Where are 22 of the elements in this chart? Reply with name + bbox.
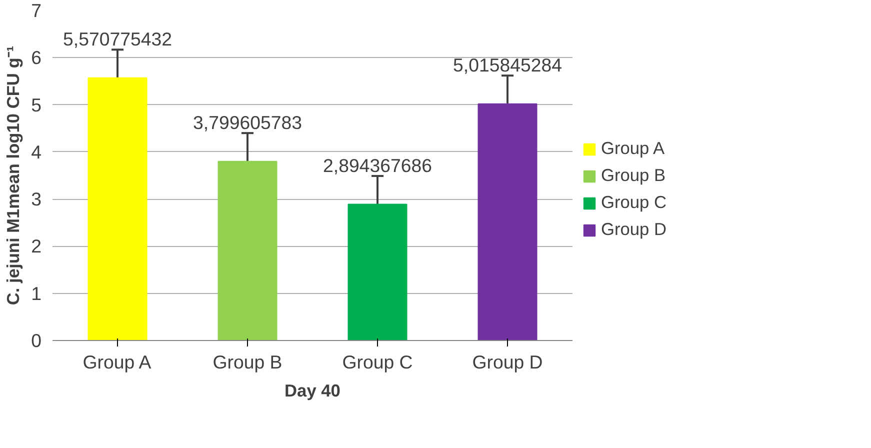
- legend-label: Group D: [601, 219, 666, 240]
- x-axis-title: Day 40: [284, 380, 340, 400]
- y-tick-label: 4: [31, 141, 42, 162]
- y-tick-label: 7: [31, 0, 42, 21]
- y-tick-label: 3: [31, 188, 42, 210]
- data-label: 5,015845284: [453, 54, 562, 76]
- x-tick-label: Group B: [212, 352, 282, 372]
- y-tick-label: 1: [31, 282, 42, 304]
- y-axis-title: C. jejuni M1mean log10 CFU g⁻¹: [3, 46, 24, 306]
- legend-label: Group C: [601, 192, 666, 213]
- data-label: 5,570775432: [63, 28, 172, 50]
- y-tick-label: 6: [31, 47, 42, 68]
- data-label: 2,894367686: [323, 154, 432, 176]
- x-tick-label: Group C: [342, 352, 413, 372]
- legend-label: Group A: [601, 138, 665, 159]
- legend-label: Group B: [601, 165, 666, 186]
- x-tick-label: Group A: [82, 352, 152, 372]
- x-tick-label: Group D: [472, 352, 543, 372]
- y-tick-label: 5: [31, 94, 42, 116]
- data-label: 3,799605783: [193, 112, 302, 134]
- y-tick-label: 0: [31, 330, 42, 351]
- y-tick-label: 2: [31, 236, 42, 257]
